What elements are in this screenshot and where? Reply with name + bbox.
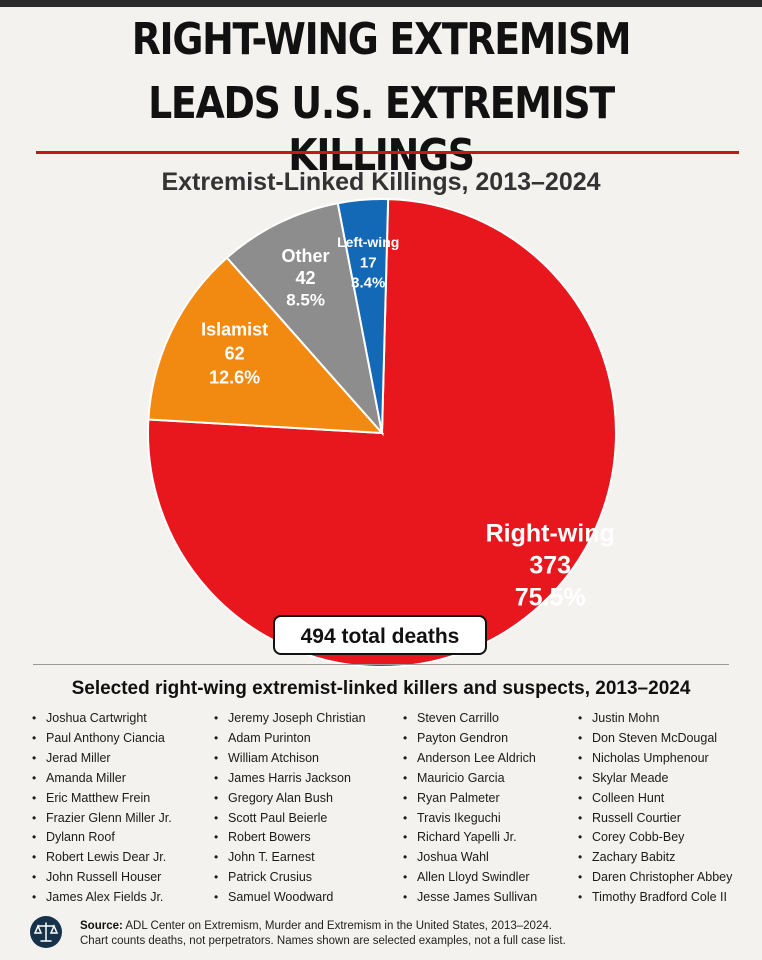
slice-percent-islamist: 12.6% [209, 368, 260, 388]
list-item: Jesse James Sullivan [403, 888, 537, 908]
list-item: Joshua Wahl [403, 848, 537, 868]
list-item: Patrick Crusius [214, 868, 366, 888]
list-item: Paul Anthony Ciancia [32, 729, 172, 749]
list-item: Timothy Bradford Cole II [578, 888, 732, 908]
slice-label-islamist: Islamist [201, 320, 268, 340]
list-item: Travis Ikeguchi [403, 809, 537, 829]
slice-label-other: Other [282, 246, 330, 266]
list-item: Gregory Alan Bush [214, 789, 366, 809]
list-item: Daren Christopher Abbey [578, 868, 732, 888]
list-item: Justin Mohn [578, 709, 732, 729]
pie-slice-islamist [147, 256, 385, 435]
section-divider [33, 664, 729, 665]
list-item: Payton Gendron [403, 729, 537, 749]
list-item: James Harris Jackson [214, 769, 366, 789]
list-item: William Atchison [214, 749, 366, 769]
source-disclaimer: Chart counts deaths, not perpetrators. N… [80, 935, 566, 947]
list-item: Allen Lloyd Swindler [403, 868, 537, 888]
headline-divider [36, 151, 739, 154]
list-item: Robert Lewis Dear Jr. [32, 848, 172, 868]
list-item: Zachary Babitz [578, 848, 732, 868]
slice-value-islamist: 62 [225, 344, 245, 364]
names-column-4: Justin Mohn Don Steven McDougal Nicholas… [578, 709, 732, 908]
slice-percent-other: 8.5% [286, 291, 325, 310]
list-item: James Alex Fields Jr. [32, 888, 172, 908]
headline-line-2: LEADS U.S. EXTREMIST KILLINGS [148, 78, 615, 181]
list-item: Don Steven McDougal [578, 729, 732, 749]
slice-percent-right-wing: 75.5% [515, 584, 586, 612]
pie-slice-other [225, 202, 384, 437]
headline-line-1: RIGHT-WING EXTREMISM [131, 14, 632, 65]
slice-value-right-wing: 373 [529, 552, 571, 580]
list-item: John Russell Houser [32, 868, 172, 888]
list-item: Eric Matthew Frein [32, 789, 172, 809]
slice-label-left-wing: Left-wing [337, 234, 399, 250]
list-item: Adam Purinton [214, 729, 366, 749]
list-item: Joshua Cartwright [32, 709, 172, 729]
list-item: Robert Bowers [214, 828, 366, 848]
chart-title: Extremist-Linked Killings, 2013–2024 [161, 168, 601, 196]
list-item: Colleen Hunt [578, 789, 732, 809]
list-item: Skylar Meade [578, 769, 732, 789]
top-bar [0, 0, 762, 7]
list-item: Jerad Miller [32, 749, 172, 769]
source-text: ADL Center on Extremism, Murder and Extr… [125, 920, 552, 932]
slice-label-right-wing: Right-wing [486, 520, 615, 548]
list-item: Russell Courtier [578, 809, 732, 829]
list-item: Anderson Lee Aldrich [403, 749, 537, 769]
pie-slice-left-wing [336, 198, 390, 434]
list-item: Corey Cobb-Bey [578, 828, 732, 848]
list-item: Dylann Roof [32, 828, 172, 848]
list-item: Richard Yapelli Jr. [403, 828, 537, 848]
names-column-1: Joshua Cartwright Paul Anthony Ciancia J… [32, 709, 172, 908]
source-note: Source: ADL Center on Extremism, Murder … [80, 919, 566, 949]
names-column-2: Jeremy Joseph Christian Adam Purinton Wi… [214, 709, 366, 908]
list-item: Nicholas Umphenour [578, 749, 732, 769]
slice-percent-left-wing: 3.4% [351, 274, 385, 291]
list-item: Mauricio Garcia [403, 769, 537, 789]
list-title: Selected right-wing extremist-linked kil… [71, 678, 691, 699]
list-item: Amanda Miller [32, 769, 172, 789]
names-column-3: Steven Carrillo Payton Gendron Anderson … [403, 709, 537, 908]
total-deaths-badge: 494 total deaths [273, 615, 487, 655]
slice-value-other: 42 [296, 268, 316, 288]
scales-of-justice-icon [30, 916, 62, 948]
list-item: Ryan Palmeter [403, 789, 537, 809]
list-item: Samuel Woodward [214, 888, 366, 908]
list-item: Scott Paul Beierle [214, 809, 366, 829]
list-item: Frazier Glenn Miller Jr. [32, 809, 172, 829]
slice-value-left-wing: 17 [360, 254, 377, 271]
source-label: Source: [80, 920, 123, 932]
list-item: Steven Carrillo [403, 709, 537, 729]
list-item: John T. Earnest [214, 848, 366, 868]
list-item: Jeremy Joseph Christian [214, 709, 366, 729]
